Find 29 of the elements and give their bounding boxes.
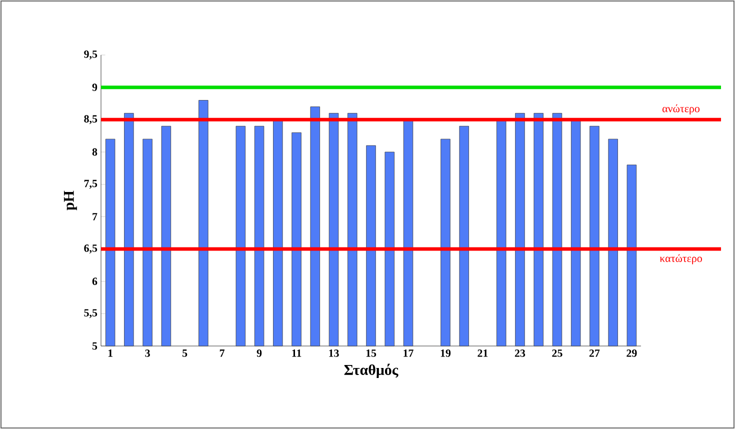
x-tick-label: 5 [182,350,188,357]
x-tick-label: 23 [514,350,526,357]
y-tick-label: 9 [92,84,98,92]
x-tick-label: 9 [256,350,262,357]
x-tick-label: 27 [589,350,600,357]
y-axis-title: pH [64,190,77,210]
x-tick-label: 17 [404,350,414,357]
x-tick-label: 25 [552,350,562,357]
x-tick-label: 19 [440,350,451,357]
y-tick-label: 7,5 [84,180,98,189]
y-tick-label: 7 [92,213,98,220]
y-tick-label: 9,5 [84,50,98,60]
x-tick-label: 29 [626,350,637,357]
ref-line-label: ανώτερο [662,104,700,114]
y-tick-label: 5,5 [84,309,98,318]
ref-line-label: κατώτερο [660,254,702,264]
y-tick-label: 6,5 [84,244,98,254]
x-tick-label: 7 [220,350,224,357]
x-tick-label: 1 [108,350,112,357]
y-tick-label: 5 [92,342,98,350]
x-tick-label: 11 [292,350,302,357]
x-tick-label: 3 [145,350,150,357]
x-tick-label: 21 [478,350,488,357]
y-tick-label: 8,5 [84,115,98,124]
x-tick-label: 13 [329,350,339,357]
y-tick-label: 8 [92,148,98,156]
x-tick-label: 15 [366,350,376,357]
y-tick-label: 6 [92,278,98,286]
x-axis-title: Σταθμός [344,364,398,378]
